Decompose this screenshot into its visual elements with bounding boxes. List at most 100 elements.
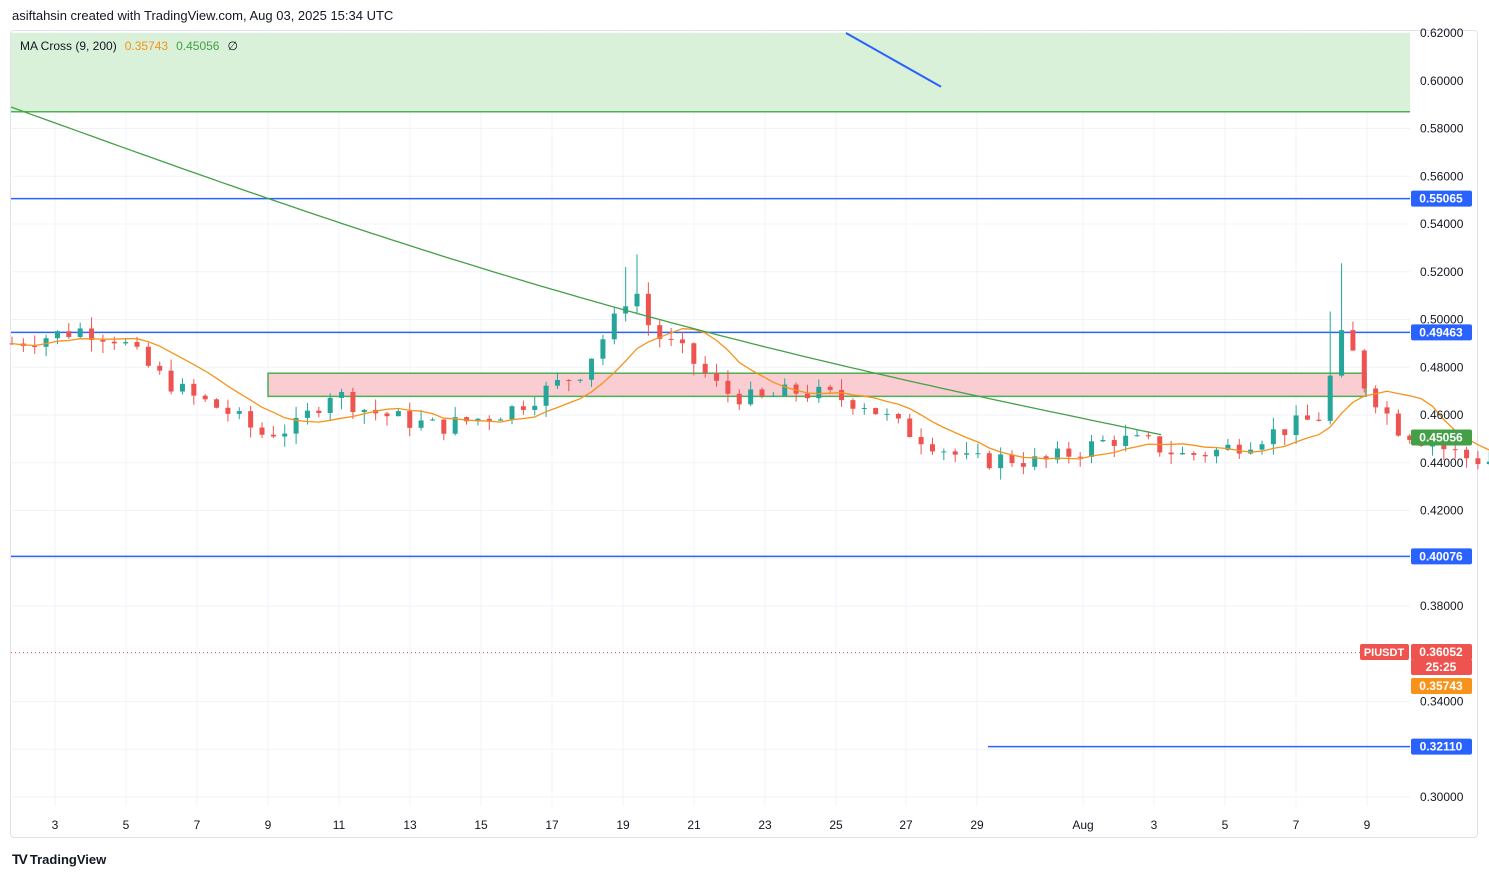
candle-body bbox=[566, 380, 572, 382]
candle-body bbox=[1168, 452, 1174, 455]
candle-body bbox=[441, 419, 447, 434]
y-tick-label: 0.30000 bbox=[1420, 790, 1464, 804]
x-tick-label: 23 bbox=[758, 818, 772, 832]
y-tick-label: 0.52000 bbox=[1420, 265, 1464, 279]
candle-body bbox=[350, 392, 356, 413]
price-label-level: 0.49463 bbox=[1419, 325, 1463, 339]
ma-slow-value: 0.45056 bbox=[176, 39, 220, 53]
tradingview-logo-icon: TV bbox=[12, 851, 28, 867]
candle-body bbox=[1020, 463, 1026, 467]
y-tick-label: 0.46000 bbox=[1420, 408, 1464, 422]
candle-body bbox=[77, 328, 83, 337]
candle-body bbox=[850, 400, 856, 409]
candle-body bbox=[543, 385, 549, 406]
candle-body bbox=[657, 325, 663, 339]
candle-body bbox=[157, 365, 163, 371]
candle-body bbox=[89, 328, 95, 340]
candle-body bbox=[191, 383, 197, 396]
candle-body bbox=[714, 373, 720, 381]
candle-body bbox=[668, 338, 674, 340]
candle-body bbox=[1054, 448, 1060, 460]
indicator-legend[interactable]: MA Cross (9, 200) 0.35743 0.45056 ∅ bbox=[20, 39, 238, 53]
visibility-icon[interactable]: ∅ bbox=[227, 39, 238, 53]
candle-body bbox=[259, 427, 265, 435]
candle-body bbox=[1077, 456, 1083, 458]
x-tick-label: 21 bbox=[687, 818, 701, 832]
price-label-box bbox=[1411, 644, 1472, 660]
candle-body bbox=[1361, 350, 1367, 389]
candle-body bbox=[1486, 461, 1489, 465]
candle-body bbox=[464, 417, 470, 422]
candle-body bbox=[1475, 458, 1481, 465]
candle-body bbox=[907, 418, 913, 438]
price-label-level: 0.32110 bbox=[1420, 740, 1463, 754]
candle-body bbox=[952, 451, 958, 455]
x-tick-label: 15 bbox=[474, 818, 488, 832]
y-tick-label: 0.60000 bbox=[1420, 74, 1464, 88]
y-tick-label: 0.44000 bbox=[1420, 456, 1464, 470]
candle-body bbox=[804, 393, 810, 399]
candle-body bbox=[941, 451, 947, 453]
candle-body bbox=[691, 343, 697, 364]
candle-body bbox=[304, 410, 310, 418]
candle-body bbox=[918, 437, 924, 445]
candle-body bbox=[929, 444, 935, 452]
candle-body bbox=[1111, 439, 1117, 446]
candle-body bbox=[327, 397, 333, 414]
price-label-box bbox=[1411, 324, 1472, 341]
tradingview-logo[interactable]: TV TradingView bbox=[12, 851, 106, 867]
candle-body bbox=[236, 411, 242, 414]
candle-body bbox=[32, 345, 38, 347]
candle-body bbox=[873, 408, 879, 415]
candle-body bbox=[1032, 456, 1038, 467]
candle-body bbox=[975, 453, 981, 455]
x-tick-label: 3 bbox=[52, 818, 59, 832]
candle-body bbox=[134, 342, 140, 347]
candle-body bbox=[1441, 445, 1447, 450]
price-label-countdown: 25:25 bbox=[1426, 660, 1457, 674]
candle-body bbox=[1339, 330, 1345, 376]
y-tick-label: 0.50000 bbox=[1420, 313, 1464, 327]
candle-body bbox=[123, 342, 129, 344]
candle-body bbox=[1373, 388, 1379, 408]
candle-body bbox=[884, 413, 890, 415]
candle-body bbox=[964, 453, 970, 455]
candle-body bbox=[1123, 435, 1129, 446]
candle-body bbox=[1191, 453, 1197, 455]
candle-body bbox=[498, 419, 504, 421]
candle-body bbox=[748, 389, 754, 405]
candle-body bbox=[839, 389, 845, 401]
candle-body bbox=[554, 380, 560, 386]
brand-name: TradingView bbox=[29, 851, 107, 867]
candle-body bbox=[1384, 407, 1390, 414]
y-tick-label: 0.34000 bbox=[1420, 695, 1464, 709]
candle-body bbox=[611, 313, 617, 340]
candle-body bbox=[1225, 444, 1231, 450]
x-tick-label: 17 bbox=[545, 818, 559, 832]
candle-body bbox=[736, 393, 742, 405]
candle-body bbox=[1350, 330, 1356, 351]
y-tick-label: 0.58000 bbox=[1420, 122, 1464, 136]
candle-body bbox=[111, 341, 117, 344]
x-tick-label: 29 bbox=[970, 818, 984, 832]
price-label-box bbox=[1411, 429, 1472, 446]
candle-body bbox=[1327, 375, 1333, 421]
x-tick-label: 11 bbox=[333, 818, 346, 832]
candle-body bbox=[1270, 429, 1276, 445]
trend-line bbox=[845, 32, 942, 88]
price-label-ma_slow: 0.45056 bbox=[1419, 431, 1463, 445]
resistance-zone bbox=[11, 33, 1410, 112]
candle-body bbox=[1452, 449, 1458, 451]
candle-body bbox=[1259, 444, 1265, 450]
candle-body bbox=[998, 454, 1004, 469]
candle-body bbox=[214, 399, 220, 408]
candle-body bbox=[600, 339, 606, 359]
candle-body bbox=[1214, 449, 1220, 457]
candle-body bbox=[270, 434, 276, 437]
x-tick-label: 5 bbox=[123, 818, 130, 832]
candle-body bbox=[168, 370, 174, 392]
candle-body bbox=[361, 409, 367, 413]
candle-body bbox=[1179, 453, 1185, 455]
candle-body bbox=[827, 386, 833, 390]
